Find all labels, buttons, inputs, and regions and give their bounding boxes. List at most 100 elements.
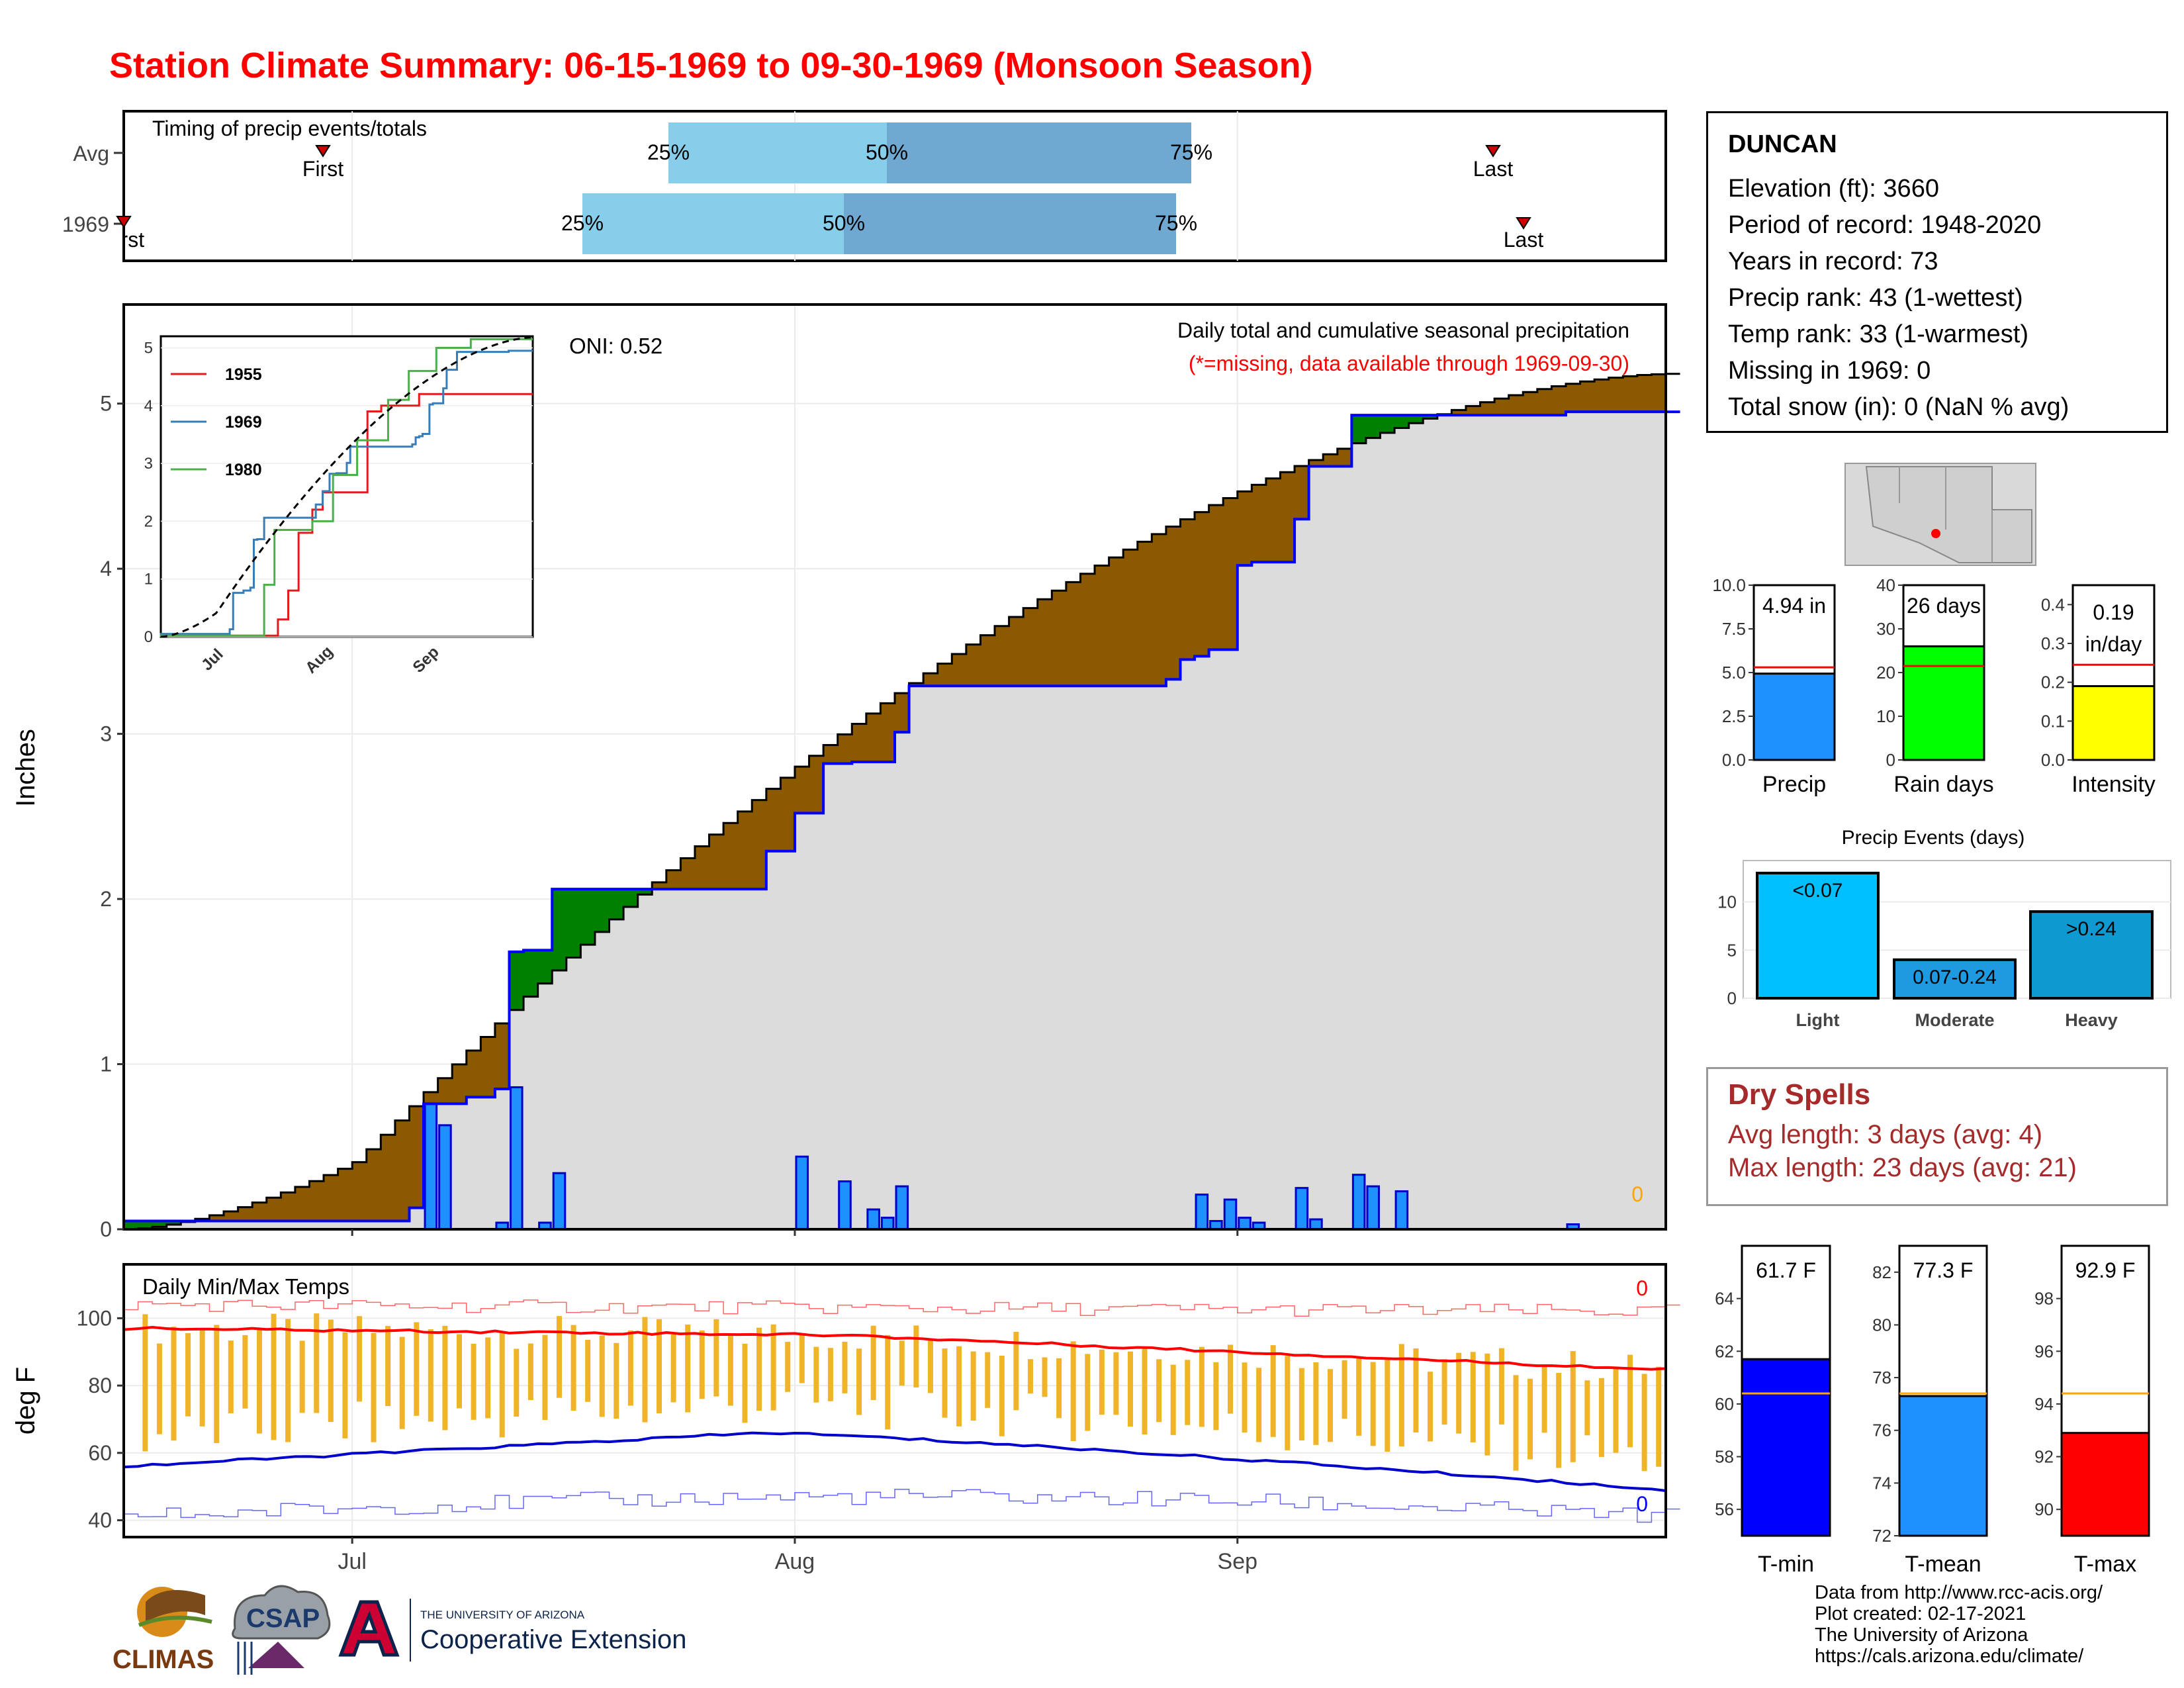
- daily-temp-range-bar: [428, 1329, 433, 1422]
- cumulative-base-fill: [909, 686, 924, 1229]
- cumulative-base-fill: [1251, 562, 1267, 1229]
- event-category-label: Moderate: [1915, 1010, 1994, 1030]
- cumulative-base-fill: [466, 1097, 481, 1229]
- last-marker-1969: [1516, 217, 1531, 230]
- cumulative-difference-fill: [694, 846, 710, 890]
- cumulative-difference-fill: [1180, 519, 1195, 660]
- daily-temp-range-bar: [185, 1333, 191, 1417]
- daily-temp-range-bar: [642, 1317, 648, 1423]
- cumulative-base-fill: [780, 851, 796, 1229]
- temp-summary-tick-label: 76: [1872, 1421, 1891, 1440]
- cumulative-difference-fill: [780, 777, 796, 851]
- temp-summary-bar: [1898, 1395, 1988, 1537]
- cumulative-difference-fill: [1066, 582, 1081, 686]
- daily-temp-range-bar: [356, 1316, 362, 1402]
- daily-temp-range-bar: [1185, 1360, 1191, 1425]
- timing-p25-label: 25%: [561, 211, 604, 235]
- event-category-label: Heavy: [2065, 1010, 2118, 1030]
- cumulative-difference-fill: [709, 834, 724, 890]
- daily-temp-range-bar: [1470, 1352, 1476, 1442]
- temp-summary-tick-label: 98: [2034, 1289, 2054, 1309]
- summary-tick-label: 40: [1876, 575, 1895, 595]
- summary-tick-label: 0: [1886, 750, 1895, 770]
- timing-50-75-bar: [844, 193, 1176, 254]
- extension-wordmark: Cooperative Extension: [420, 1625, 686, 1654]
- cumulative-difference-fill: [1551, 386, 1567, 416]
- cumulative-difference-fill: [1394, 415, 1410, 428]
- cumulative-base-fill: [494, 1088, 510, 1229]
- cumulative-base-fill: [766, 851, 781, 1229]
- timing-50-75-bar: [887, 122, 1191, 183]
- cumulative-base-fill: [1365, 438, 1381, 1229]
- daily-temp-range-bar: [770, 1324, 776, 1411]
- cumulative-base-fill: [609, 919, 624, 1229]
- temp-summary-tick-label: 56: [1715, 1499, 1734, 1519]
- daily-temp-range-bar: [527, 1343, 533, 1400]
- daily-temp-range-bar: [1127, 1351, 1133, 1427]
- daily-temp-range-bar: [985, 1352, 991, 1408]
- temp-panel-label: Daily Min/Max Temps: [142, 1274, 349, 1299]
- daily-temp-range-bar: [1498, 1348, 1504, 1425]
- cumulative-base-fill: [923, 686, 938, 1229]
- cumulative-base-fill: [1523, 415, 1538, 1229]
- first-marker-1969: [116, 216, 132, 228]
- cumulative-difference-fill: [1523, 392, 1538, 416]
- station-info-row: Years in record: 73: [1728, 248, 1938, 275]
- summary-tick-label: 0.2: [2041, 673, 2065, 692]
- csap-wordmark: CSAP: [246, 1604, 320, 1633]
- temp-missing-max: 0: [1636, 1276, 1648, 1300]
- cumulative-base-fill: [166, 1225, 181, 1229]
- daily-temp-range-bar: [1099, 1349, 1105, 1415]
- daily-temp-range-bar: [1513, 1375, 1519, 1471]
- cumulative-difference-fill: [1080, 573, 1095, 686]
- daily-temp-range-bar: [827, 1348, 833, 1401]
- cumulative-difference-fill: [324, 1175, 339, 1221]
- cumulative-difference-fill: [1508, 395, 1524, 416]
- cumulative-difference-fill: [666, 870, 681, 890]
- cumulative-difference-fill: [1123, 549, 1138, 686]
- daily-temp-range-bar: [1142, 1347, 1148, 1435]
- temp-summary-tick-label: 62: [1715, 1341, 1734, 1361]
- cumulative-base-fill: [895, 732, 910, 1229]
- cumulative-difference-fill: [338, 1168, 353, 1221]
- timing-p75-label: 75%: [1170, 140, 1212, 164]
- temp-summary-tick-label: 80: [1872, 1315, 1891, 1335]
- cumulative-difference-fill: [1380, 415, 1395, 433]
- credits: Data from http://www.rcc-acis.org/ Plot …: [1815, 1582, 2103, 1667]
- cumulative-base-fill: [1508, 415, 1524, 1229]
- cumulative-base-fill: [1623, 412, 1638, 1229]
- daily-temp-range-bar: [314, 1313, 320, 1413]
- cumulative-base-fill: [1208, 649, 1224, 1229]
- temp-summary-tick-label: 60: [1715, 1394, 1734, 1414]
- cumulative-difference-fill: [1295, 466, 1310, 520]
- daily-temp-range-bar: [1013, 1331, 1019, 1411]
- temp-summary-tick-label: 64: [1715, 1289, 1734, 1309]
- daily-temp-range-bar: [899, 1340, 905, 1386]
- daily-temp-range-bar: [271, 1313, 277, 1440]
- cumulative-base-fill: [1608, 412, 1623, 1229]
- cumulative-base-fill: [480, 1097, 496, 1229]
- y-tick-label: 0: [100, 1217, 112, 1241]
- daily-temp-range-bar: [870, 1325, 876, 1400]
- daily-temp-range-bar: [1085, 1354, 1091, 1431]
- logo-strip: CLIMAS CSAP THE UNIVERSITY OF ARIZONA Co…: [113, 1585, 686, 1675]
- cumulative-difference-fill: [1023, 608, 1038, 686]
- cumulative-difference-fill: [138, 1221, 153, 1229]
- cumulative-difference-fill: [452, 1064, 467, 1104]
- summary-value-label: 4.94 in: [1762, 594, 1826, 618]
- daily-temp-range-bar: [299, 1340, 305, 1413]
- cumulative-base-fill: [366, 1221, 381, 1229]
- daily-temp-range-bar: [1328, 1369, 1334, 1442]
- daily-temp-range-bar: [1570, 1350, 1576, 1462]
- summary-value-label: 26 days: [1907, 594, 1981, 618]
- summary-value-label: in/day: [2085, 632, 2142, 656]
- cumulative-base-fill: [1066, 686, 1081, 1229]
- temp-summary-tick-label: 74: [1872, 1473, 1891, 1493]
- inset-y-tick-label: 3: [144, 455, 153, 473]
- summary-tick-label: 0.3: [2041, 633, 2065, 653]
- daily-temp-range-bar: [1213, 1362, 1219, 1430]
- cumulative-base-fill: [1109, 686, 1124, 1229]
- cumulative-difference-fill: [552, 889, 567, 971]
- cumulative-base-fill: [224, 1221, 239, 1229]
- event-bar: [1756, 871, 1880, 1000]
